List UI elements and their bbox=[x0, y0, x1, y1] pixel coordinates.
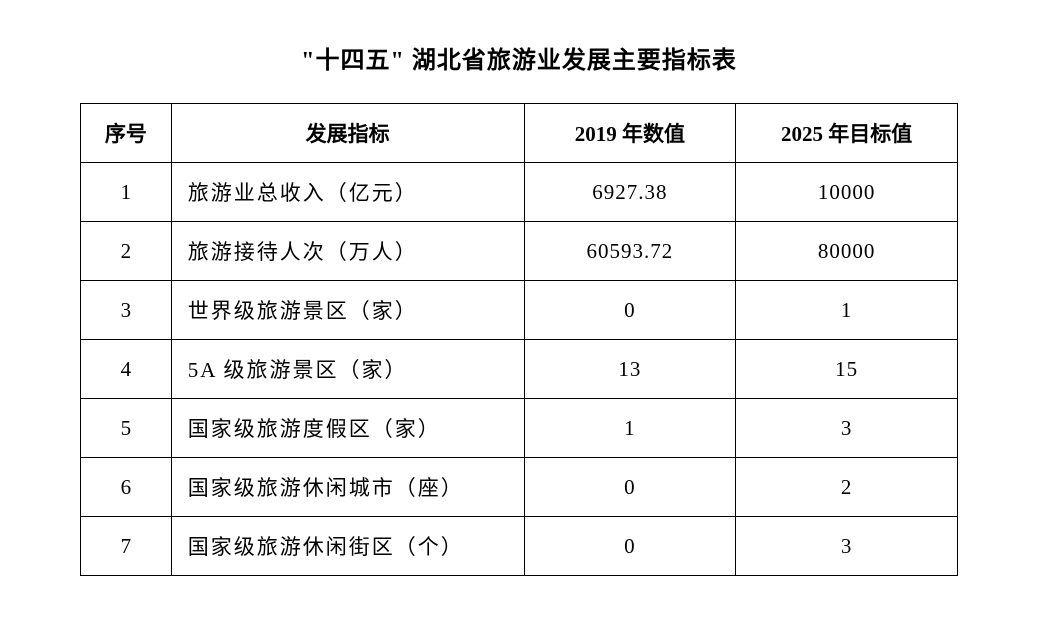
cell-indicator: 5A 级旅游景区（家） bbox=[171, 340, 524, 399]
cell-seq: 6 bbox=[81, 458, 172, 517]
cell-2019: 13 bbox=[524, 340, 736, 399]
cell-seq: 5 bbox=[81, 399, 172, 458]
cell-2019: 60593.72 bbox=[524, 222, 736, 281]
cell-seq: 3 bbox=[81, 281, 172, 340]
cell-indicator: 世界级旅游景区（家） bbox=[171, 281, 524, 340]
indicators-table: 序号 发展指标 2019 年数值 2025 年目标值 1 旅游业总收入（亿元） … bbox=[80, 103, 958, 576]
cell-seq: 4 bbox=[81, 340, 172, 399]
cell-2025: 1 bbox=[736, 281, 958, 340]
table-header-row: 序号 发展指标 2019 年数值 2025 年目标值 bbox=[81, 104, 958, 163]
cell-seq: 2 bbox=[81, 222, 172, 281]
cell-indicator: 国家级旅游休闲街区（个） bbox=[171, 517, 524, 576]
table-row: 7 国家级旅游休闲街区（个） 0 3 bbox=[81, 517, 958, 576]
table-row: 2 旅游接待人次（万人） 60593.72 80000 bbox=[81, 222, 958, 281]
cell-2025: 80000 bbox=[736, 222, 958, 281]
col-header-indicator: 发展指标 bbox=[171, 104, 524, 163]
cell-indicator: 旅游业总收入（亿元） bbox=[171, 163, 524, 222]
cell-2025: 2 bbox=[736, 458, 958, 517]
cell-indicator: 国家级旅游休闲城市（座） bbox=[171, 458, 524, 517]
cell-seq: 1 bbox=[81, 163, 172, 222]
table-row: 5 国家级旅游度假区（家） 1 3 bbox=[81, 399, 958, 458]
cell-2019: 0 bbox=[524, 281, 736, 340]
cell-2025: 10000 bbox=[736, 163, 958, 222]
cell-seq: 7 bbox=[81, 517, 172, 576]
col-header-2025: 2025 年目标值 bbox=[736, 104, 958, 163]
cell-2019: 0 bbox=[524, 517, 736, 576]
table-row: 3 世界级旅游景区（家） 0 1 bbox=[81, 281, 958, 340]
col-header-seq: 序号 bbox=[81, 104, 172, 163]
cell-indicator: 国家级旅游度假区（家） bbox=[171, 399, 524, 458]
table-row: 1 旅游业总收入（亿元） 6927.38 10000 bbox=[81, 163, 958, 222]
cell-2025: 15 bbox=[736, 340, 958, 399]
cell-2019: 1 bbox=[524, 399, 736, 458]
cell-2019: 6927.38 bbox=[524, 163, 736, 222]
cell-2025: 3 bbox=[736, 517, 958, 576]
table-title: "十四五" 湖北省旅游业发展主要指标表 bbox=[80, 40, 958, 75]
cell-indicator: 旅游接待人次（万人） bbox=[171, 222, 524, 281]
cell-2019: 0 bbox=[524, 458, 736, 517]
col-header-2019: 2019 年数值 bbox=[524, 104, 736, 163]
table-row: 4 5A 级旅游景区（家） 13 15 bbox=[81, 340, 958, 399]
cell-2025: 3 bbox=[736, 399, 958, 458]
table-row: 6 国家级旅游休闲城市（座） 0 2 bbox=[81, 458, 958, 517]
